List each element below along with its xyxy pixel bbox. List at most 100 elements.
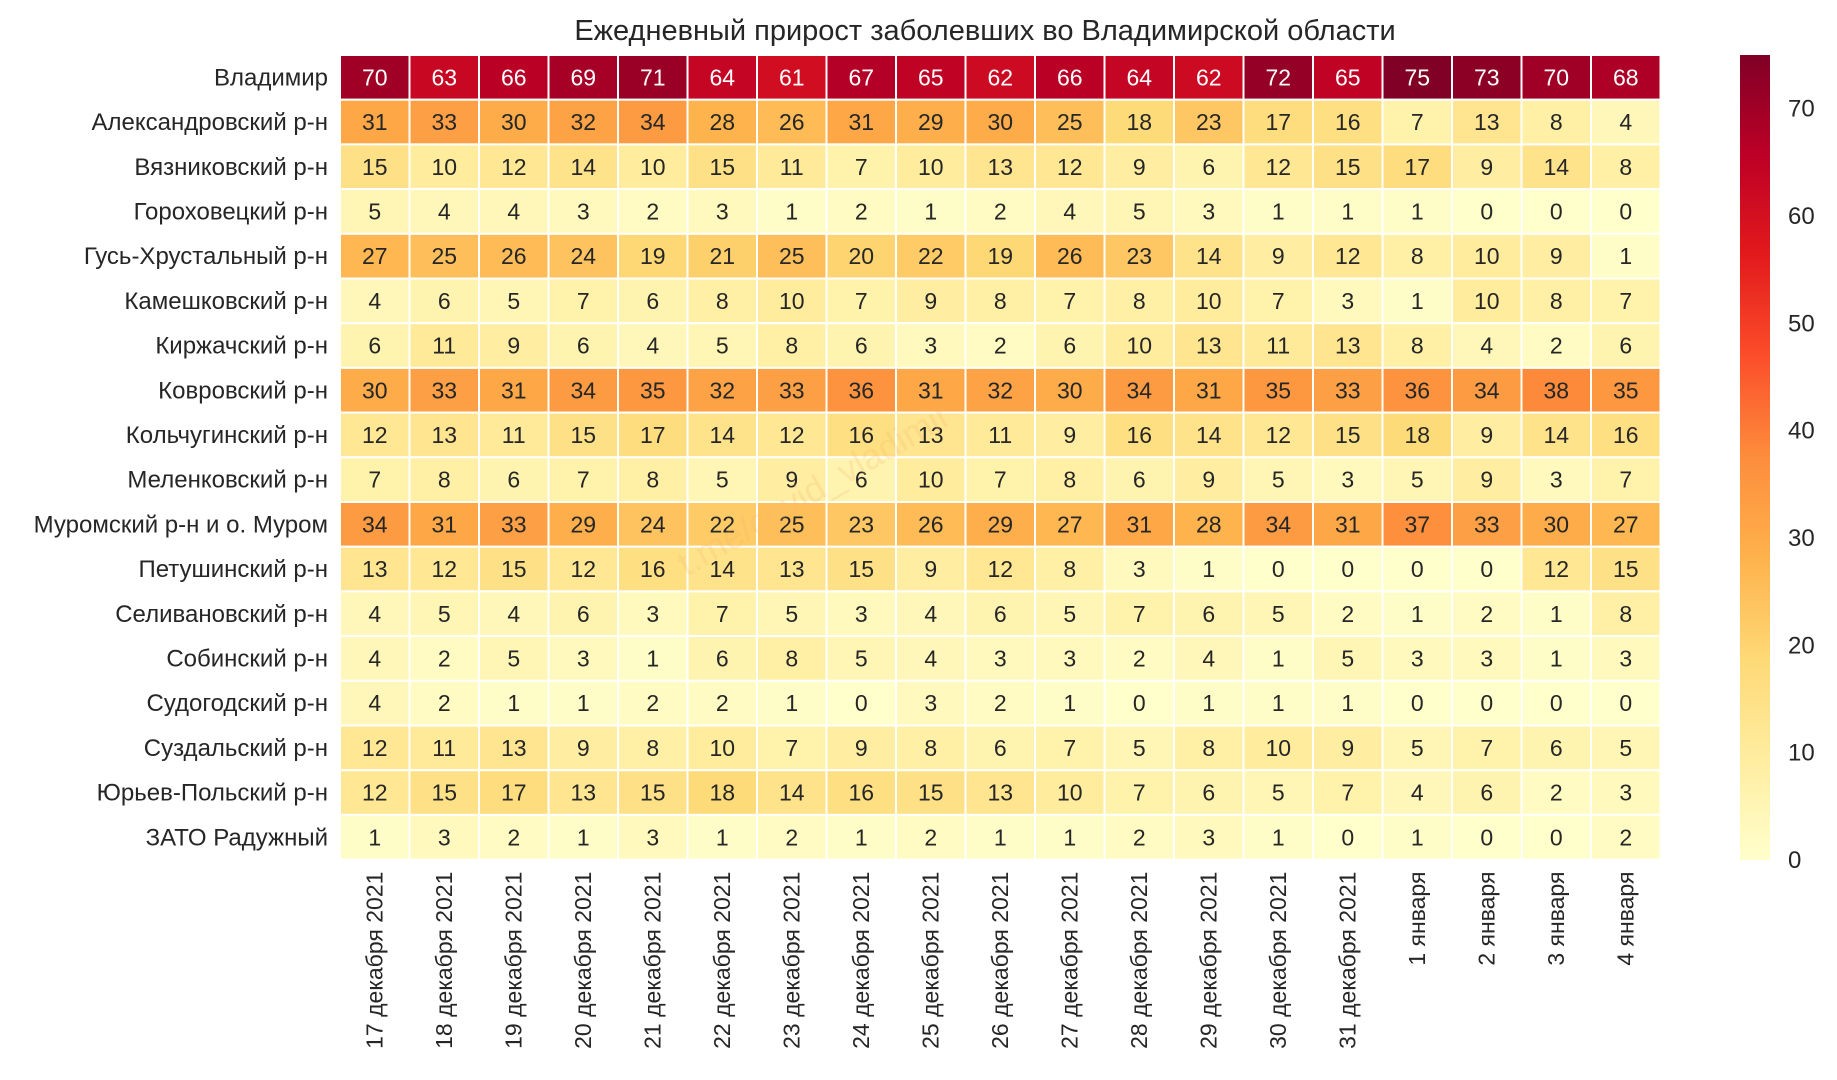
cell-value-label: 70	[1543, 64, 1569, 90]
heatmap-cell	[825, 277, 897, 325]
row-label: Суздальский р-н	[144, 735, 328, 762]
cell-value-label: 2	[855, 198, 868, 224]
cell-value-label: 14	[570, 154, 596, 180]
heatmap-cell	[1381, 54, 1453, 101]
cell-value-label: 8	[438, 467, 451, 493]
heatmap-cell	[1173, 322, 1245, 369]
cell-value-label: 15	[918, 780, 944, 806]
cell-value-label: 33	[501, 511, 527, 537]
cell-value-label: 11	[1266, 333, 1290, 359]
cell-value-label: 72	[1265, 64, 1291, 90]
heatmap-cell	[964, 769, 1036, 816]
heatmap-cell	[825, 590, 897, 638]
cell-value-label: 8	[1550, 109, 1563, 135]
cell-value-label: 66	[1057, 64, 1083, 90]
cell-value-label: 13	[987, 154, 1013, 180]
cell-value-label: 9	[785, 467, 798, 493]
cell-value-label: 1	[646, 645, 659, 671]
heatmap-cell	[408, 322, 480, 369]
cell-value-label: 4	[438, 198, 451, 224]
heatmap-cell	[1520, 143, 1592, 191]
heatmap-cell	[1381, 769, 1453, 816]
heatmap-cell	[1590, 188, 1662, 235]
heatmap-cell	[1103, 98, 1175, 146]
cell-value-label: 15	[431, 780, 457, 806]
heatmap-cell	[964, 98, 1036, 146]
heatmap-cell	[1451, 188, 1523, 235]
heatmap-cell	[1381, 813, 1453, 861]
cell-value-label: 2	[716, 690, 729, 716]
heatmap-cell	[895, 232, 967, 280]
cell-value-label: 34	[1126, 377, 1152, 403]
cell-value-label: 31	[848, 109, 874, 135]
cell-value-label: 7	[368, 467, 381, 493]
row-label: Камешковский р-н	[124, 288, 328, 315]
cell-value-label: 5	[855, 645, 868, 671]
heatmap-cell	[408, 188, 480, 235]
heatmap-cell	[1312, 277, 1384, 325]
cell-value-label: 5	[1272, 601, 1285, 627]
cell-value-label: 0	[1341, 556, 1354, 582]
cell-value-label: 12	[1335, 243, 1361, 269]
cell-value-label: 10	[918, 154, 944, 180]
cell-value-label: 14	[1543, 154, 1569, 180]
heatmap-cell	[547, 456, 619, 503]
cell-value-label: 3	[1480, 645, 1493, 671]
cell-value-label: 2	[924, 824, 937, 850]
heatmap-cell	[1451, 322, 1523, 369]
cell-value-label: 7	[1272, 288, 1285, 314]
cell-value-label: 27	[1613, 511, 1639, 537]
heatmap-cell	[408, 501, 480, 548]
row-label: Судогодский р-н	[146, 690, 328, 717]
cell-value-label: 8	[1550, 288, 1563, 314]
heatmap-cell	[1312, 813, 1384, 861]
cell-value-label: 6	[1202, 780, 1215, 806]
colorbar: 0 10 20 30 40 50 60 70	[1740, 55, 1815, 874]
cell-value-label: 12	[362, 780, 388, 806]
cell-value-label: 2	[507, 824, 520, 850]
cell-value-label: 63	[431, 64, 457, 90]
cell-value-label: 13	[501, 735, 527, 761]
column-label: 17 декабря 2021	[362, 872, 388, 1049]
heatmap-cell	[1103, 545, 1175, 593]
cell-value-label: 0	[1133, 690, 1146, 716]
cell-value-label: 6	[1550, 735, 1563, 761]
colorbar-tick-label: 20	[1788, 632, 1815, 659]
cell-value-label: 65	[1335, 64, 1361, 90]
cell-value-label: 24	[640, 511, 666, 537]
cell-value-label: 2	[1133, 824, 1146, 850]
heatmap-cell	[756, 635, 828, 682]
heatmap-cell	[1451, 98, 1523, 146]
cell-value-label: 32	[709, 377, 735, 403]
cell-value-label: 25	[431, 243, 457, 269]
column-label: 26 декабря 2021	[987, 872, 1013, 1049]
cell-value-label: 10	[1474, 243, 1500, 269]
heatmap-cell	[964, 143, 1036, 191]
heatmap-cell	[1034, 366, 1106, 414]
cell-value-label: 31	[918, 377, 944, 403]
cell-value-label: 0	[1480, 198, 1493, 224]
heatmap-cell	[547, 188, 619, 235]
cell-value-label: 5	[1063, 601, 1076, 627]
column-label: 4 января	[1613, 872, 1639, 966]
cell-value-label: 69	[570, 64, 596, 90]
cell-value-label: 12	[1265, 422, 1291, 448]
heatmap-cell	[1590, 724, 1662, 772]
cell-value-label: 13	[918, 422, 944, 448]
heatmap-cell	[1173, 411, 1245, 459]
cell-value-label: 6	[716, 645, 729, 671]
heatmap-cell	[478, 813, 550, 861]
cell-value-label: 17	[1404, 154, 1430, 180]
heatmap-cell	[478, 724, 550, 772]
cell-value-label: 8	[785, 333, 798, 359]
cell-value-label: 4	[1202, 645, 1215, 671]
heatmap-cell	[1103, 322, 1175, 369]
heatmap-cell	[686, 411, 758, 459]
cell-value-label: 13	[1474, 109, 1500, 135]
column-label: 3 января	[1543, 872, 1569, 966]
cell-value-label: 31	[1126, 511, 1152, 537]
cell-value-label: 8	[924, 735, 937, 761]
heatmap-cell	[1451, 277, 1523, 325]
heatmap-cell	[895, 366, 967, 414]
